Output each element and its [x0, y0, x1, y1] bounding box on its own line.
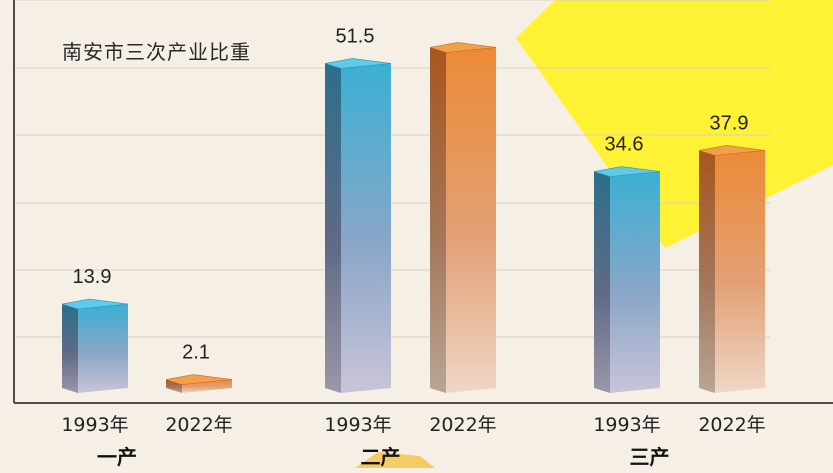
bar-side-face — [594, 171, 610, 393]
bar-front-face — [446, 47, 496, 394]
group-label: 一产 — [97, 445, 137, 468]
bar-top-face — [429, 42, 497, 53]
bar-top-face — [698, 145, 766, 156]
x-tick-label: 2022年 — [698, 414, 765, 436]
data-labels: 13.9 51.5 34.6 2.1 37.9 — [73, 25, 749, 363]
bar-front-face — [78, 304, 128, 393]
x-tick-label: 2022年 — [165, 414, 232, 436]
bar — [61, 298, 129, 393]
bar-side-face — [699, 150, 715, 393]
data-label: 34.6 — [605, 134, 644, 156]
bar-top-face — [61, 298, 129, 310]
bar — [429, 42, 497, 394]
bar-top-face — [165, 374, 233, 385]
bar-front-face — [715, 150, 765, 393]
data-label: 51.5 — [336, 25, 375, 47]
x-tick-label: 1993年 — [61, 414, 128, 436]
yellow-highlight-shape-bottom — [355, 452, 435, 468]
bar — [593, 166, 661, 393]
bar-top-face — [593, 166, 661, 177]
group-label: 二产 — [361, 445, 401, 468]
bar-side-face — [62, 304, 78, 393]
x-tick-label: 1993年 — [324, 414, 391, 436]
bar-front-face — [182, 379, 232, 393]
group-label: 三产 — [630, 445, 670, 468]
data-label: 2.1 — [182, 342, 210, 364]
bars — [61, 42, 766, 394]
bar-top-face — [324, 58, 392, 69]
bar-side-face — [166, 379, 182, 393]
bar — [165, 374, 233, 393]
chart-title: 南安市三次产业比重 — [62, 40, 251, 64]
x-tick-label: 1993年 — [593, 414, 660, 436]
bar-side-face — [325, 63, 341, 394]
data-label: 13.9 — [73, 266, 112, 288]
x-tick-label: 2022年 — [429, 414, 496, 436]
data-label: 37.9 — [710, 112, 749, 134]
bar-side-face — [430, 47, 446, 394]
bar-front-face — [610, 171, 660, 393]
yellow-highlight-shape — [516, 0, 833, 248]
bar — [324, 58, 392, 394]
bar-front-face — [341, 63, 391, 394]
bar — [698, 145, 766, 393]
